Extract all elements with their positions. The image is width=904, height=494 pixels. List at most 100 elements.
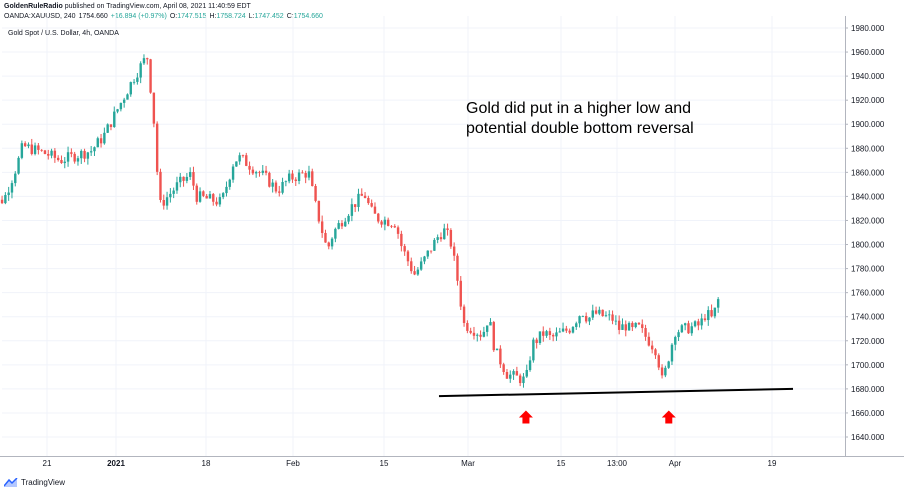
candle-body (208, 194, 212, 199)
y-tick-label: 1860.000 (851, 168, 885, 177)
candle-body (446, 228, 449, 231)
candle-body (561, 328, 565, 332)
candle-body (159, 171, 162, 201)
candle-body (403, 246, 406, 252)
candle-body (386, 219, 390, 226)
candle-body (251, 169, 255, 174)
candle-body (611, 314, 614, 321)
time-axis[interactable]: 21 2021 18 Feb 15 Mar 15 13:00 Apr 19 (43, 459, 777, 468)
candle-body (76, 158, 80, 162)
last-price: 1754.660 (78, 13, 108, 20)
candle-body (73, 153, 76, 162)
candle-body (274, 182, 278, 192)
candle-body (284, 181, 288, 183)
candle-body (476, 334, 479, 336)
candle-body (604, 315, 608, 317)
candle-body (608, 314, 611, 316)
candle-body (584, 315, 588, 322)
candle-body (449, 230, 453, 247)
y-tick-label: 1940.000 (851, 72, 885, 81)
candle-body (347, 215, 350, 222)
candle-body (495, 348, 499, 351)
x-tick-label: 15 (380, 459, 389, 468)
chart-header: GoldenRuleRadio published on TradingView… (4, 2, 326, 22)
candle-body (89, 151, 93, 153)
footer-brand[interactable]: TradingView (4, 478, 65, 487)
candle-body (271, 182, 274, 187)
candle-body (334, 228, 337, 239)
price-axis[interactable]: 1640.000 1660.000 1680.000 1700.000 1720.000… (845, 24, 885, 442)
candle-body (429, 250, 433, 252)
candle-body (353, 204, 357, 207)
y-tick-label: 1800.000 (851, 241, 885, 250)
candle-body (301, 172, 304, 174)
candle-body (601, 309, 604, 317)
y-tick-label: 1920.000 (851, 96, 885, 105)
candle-body (340, 223, 344, 227)
close-label: C: (286, 13, 294, 20)
annotation-line-1: Gold did put in a higher low and (466, 100, 692, 117)
candle-body (459, 280, 462, 307)
support-line (438, 387, 794, 398)
candle-body (129, 82, 132, 95)
candle-body (116, 109, 119, 112)
candle-body (406, 251, 410, 262)
candle-body (647, 336, 651, 346)
candle-body (314, 185, 317, 201)
candle-body (241, 155, 245, 157)
candle-body (179, 176, 182, 183)
published-text: published on TradingView.com, April 08, … (64, 3, 251, 10)
candle-body (532, 339, 535, 361)
candle-body (119, 102, 123, 110)
candle-body (205, 195, 208, 199)
candle-body (142, 58, 146, 64)
candle-body (664, 367, 667, 376)
candlestick-series (0, 54, 720, 388)
candle-body (17, 157, 20, 174)
candle-body (624, 324, 627, 331)
high-label: H: (209, 13, 217, 20)
x-tick-label: 19 (768, 459, 777, 468)
candle-body (515, 371, 519, 376)
candle-body (317, 200, 321, 222)
candle-body (344, 221, 347, 227)
low-label: L: (248, 13, 255, 20)
candle-body (47, 153, 50, 156)
candle-body (192, 172, 195, 186)
candle-body (683, 323, 687, 326)
candle-body (96, 138, 99, 148)
candle-body (644, 328, 647, 337)
open-value: 1747.515 (177, 13, 207, 20)
candle-body (304, 173, 307, 178)
candle-body (505, 371, 509, 379)
symbol-name: OANDA:XAUUSD, 240 (4, 13, 76, 20)
candle-body (195, 185, 198, 202)
candle-body (155, 123, 159, 172)
candle-body (710, 310, 713, 317)
candle-body (627, 322, 631, 331)
candle-body (377, 213, 380, 222)
candle-body (23, 143, 27, 147)
candle-body (37, 145, 40, 150)
candle-body (522, 376, 525, 384)
candle-body (575, 323, 578, 328)
candle-body (83, 150, 86, 159)
candle-body (86, 152, 90, 159)
candle-body (568, 330, 571, 333)
candle-body (202, 191, 205, 196)
candle-body (512, 371, 515, 375)
publisher-name[interactable]: GoldenRuleRadio (4, 3, 63, 10)
candle-body (525, 369, 528, 377)
annotation-line-2: potential double bottom reversal (466, 120, 694, 137)
candle-body (93, 147, 96, 152)
candle-body (700, 318, 703, 326)
candle-body (502, 364, 505, 372)
candle-body (212, 194, 215, 202)
low-value: 1747.452 (254, 13, 284, 20)
candle-body (103, 132, 106, 144)
reversal-arrows (518, 410, 676, 424)
candle-body (221, 193, 225, 198)
candle-body (370, 203, 373, 207)
y-tick-label: 1900.000 (851, 120, 885, 129)
